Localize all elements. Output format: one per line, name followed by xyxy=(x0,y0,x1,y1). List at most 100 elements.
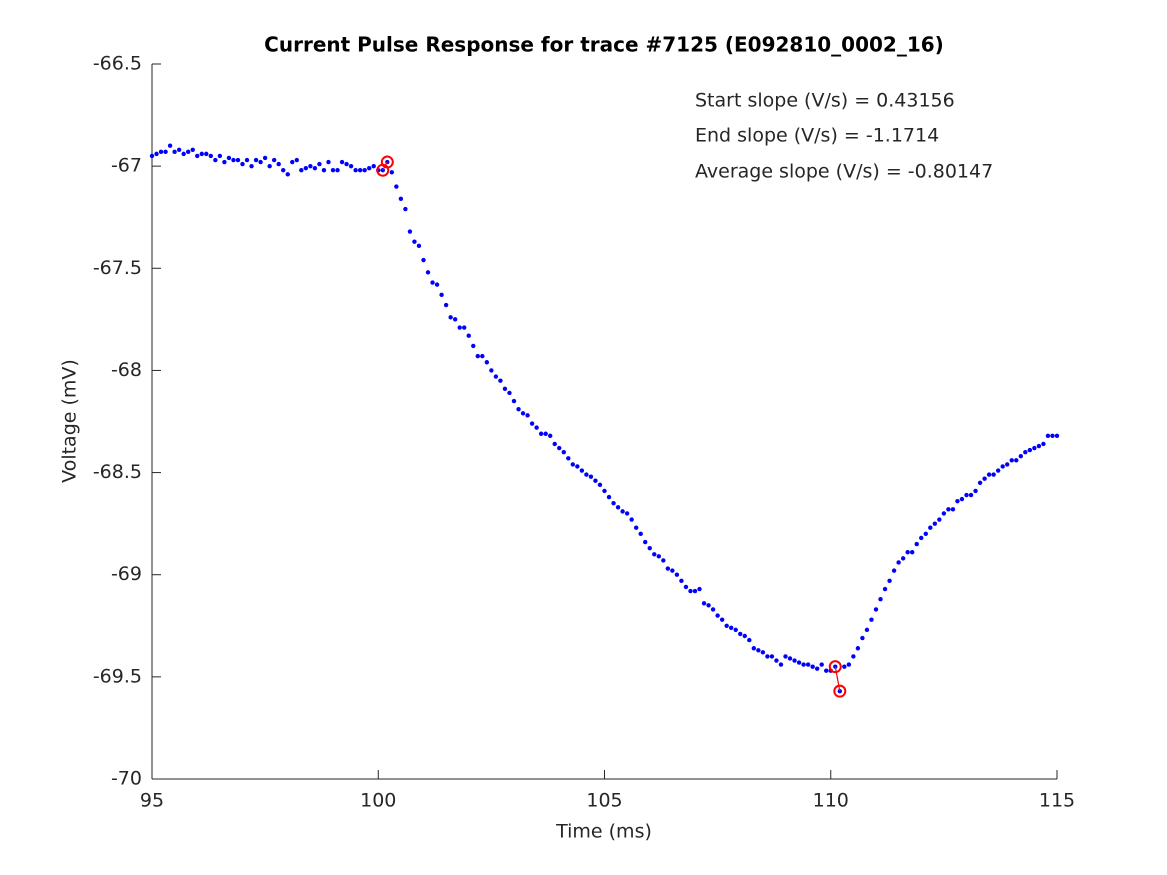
data-point xyxy=(299,168,304,173)
data-point xyxy=(923,531,928,537)
data-point xyxy=(738,631,743,637)
data-point xyxy=(855,646,861,651)
data-point xyxy=(905,550,910,555)
data-point xyxy=(1014,458,1019,463)
data-point xyxy=(751,646,757,651)
data-point xyxy=(362,168,367,173)
data-point xyxy=(643,539,648,545)
data-point xyxy=(611,501,616,506)
data-point xyxy=(778,662,784,667)
data-point xyxy=(995,468,1001,473)
data-point xyxy=(1023,449,1028,455)
data-point xyxy=(955,498,960,504)
annotation: End slope (V/s) = -1.1714 xyxy=(695,125,939,147)
x-tick-label: 95 xyxy=(140,790,164,812)
data-point xyxy=(271,157,277,163)
data-point xyxy=(344,161,349,167)
data-point xyxy=(231,157,236,163)
data-point xyxy=(403,206,408,212)
data-point xyxy=(493,374,499,379)
data-point xyxy=(701,601,707,606)
data-point xyxy=(330,168,336,173)
data-point xyxy=(389,170,395,175)
data-point xyxy=(516,407,521,412)
data-point xyxy=(199,151,204,157)
data-point xyxy=(258,159,263,165)
x-tick-label: 110 xyxy=(813,790,849,812)
data-point xyxy=(941,511,947,516)
y-tick-label: -70 xyxy=(111,768,142,790)
y-tick-label: -68 xyxy=(111,359,142,381)
data-point xyxy=(466,333,471,338)
data-point xyxy=(172,149,177,155)
data-point xyxy=(733,627,738,633)
data-point xyxy=(262,155,268,161)
data-point xyxy=(394,184,399,189)
data-point xyxy=(235,157,241,163)
data-point xyxy=(665,566,671,571)
data-point xyxy=(489,368,494,373)
data-point xyxy=(371,163,376,169)
data-point xyxy=(697,586,702,592)
data-point xyxy=(742,633,747,639)
data-point xyxy=(226,155,232,161)
data-point xyxy=(593,478,598,483)
data-point xyxy=(692,588,698,594)
data-point xyxy=(896,560,901,565)
data-point xyxy=(548,433,553,438)
data-point xyxy=(308,163,313,169)
data-point xyxy=(624,511,630,516)
data-point xyxy=(846,662,852,667)
data-point xyxy=(747,637,752,643)
data-point xyxy=(1009,458,1014,463)
data-point xyxy=(294,157,299,163)
data-point xyxy=(190,147,195,152)
data-point xyxy=(656,554,661,559)
highlight-marker xyxy=(828,660,842,674)
data-point xyxy=(398,196,404,202)
annotation: Average slope (V/s) = -0.80147 xyxy=(695,161,993,183)
y-tick-label: -68.5 xyxy=(93,461,142,483)
data-point xyxy=(1036,443,1042,449)
data-point xyxy=(814,666,820,671)
data-point xyxy=(321,168,327,173)
data-point xyxy=(860,635,865,641)
y-tick-label: -69.5 xyxy=(93,665,142,687)
x-tick-label: 105 xyxy=(586,790,622,812)
data-point xyxy=(276,161,281,167)
data-point xyxy=(475,353,480,359)
data-point xyxy=(195,153,200,159)
data-point xyxy=(416,243,422,249)
data-point xyxy=(457,325,462,330)
data-point xyxy=(367,165,372,171)
data-point xyxy=(339,159,345,165)
data-point xyxy=(805,662,811,667)
data-point xyxy=(1041,441,1046,447)
data-point xyxy=(484,360,490,365)
data-point xyxy=(724,623,729,628)
data-point xyxy=(412,239,417,244)
data-point xyxy=(1018,454,1023,459)
data-point xyxy=(443,302,449,308)
data-point xyxy=(557,445,562,451)
data-point xyxy=(991,472,996,477)
data-point xyxy=(267,163,272,169)
data-point xyxy=(715,613,720,618)
data-point xyxy=(891,568,897,573)
data-point xyxy=(181,151,186,157)
data-point xyxy=(434,282,440,287)
data-point xyxy=(792,658,797,663)
data-point xyxy=(900,556,906,561)
data-point xyxy=(729,625,734,631)
data-point xyxy=(538,431,544,436)
data-point xyxy=(946,507,951,512)
data-point xyxy=(452,317,458,322)
data-point xyxy=(575,464,580,469)
data-point xyxy=(973,488,978,494)
data-point xyxy=(597,482,603,488)
data-point xyxy=(462,325,467,330)
data-point xyxy=(882,586,888,592)
data-point xyxy=(688,588,693,594)
